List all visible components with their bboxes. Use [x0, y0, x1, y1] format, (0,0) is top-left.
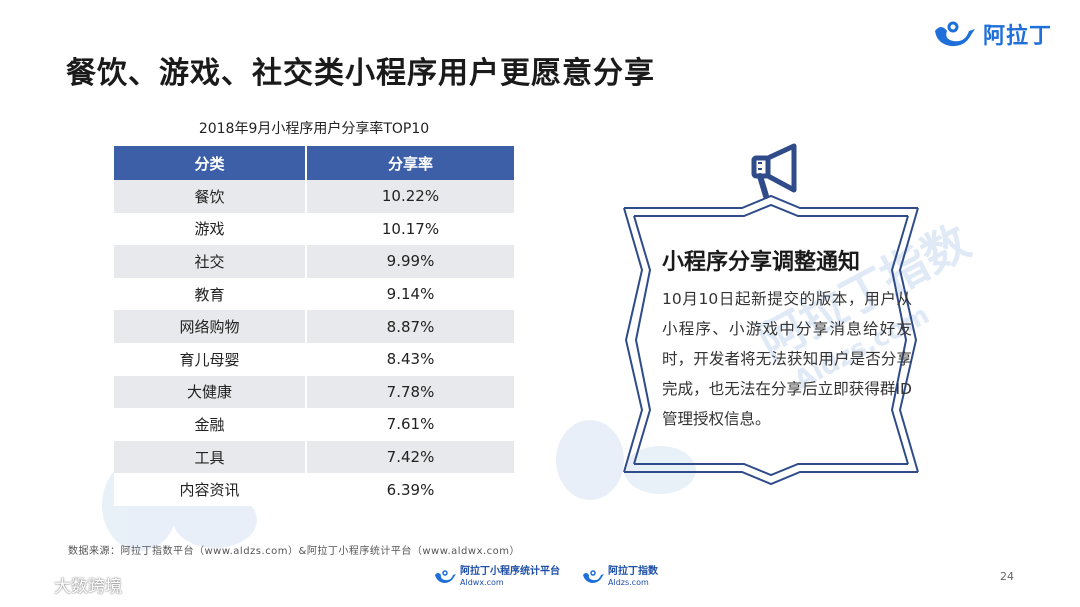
table-row: 内容资讯 6.39%	[114, 473, 514, 506]
footer-logo-aldzs: 阿拉丁指数 Aldzs.com	[582, 566, 658, 588]
row-share-rate: 6.39%	[307, 473, 514, 506]
platform-watermark-text: 大数跨境	[54, 577, 122, 597]
platform-watermark: 大数跨境	[8, 572, 122, 597]
row-share-rate: 8.87%	[307, 310, 514, 343]
row-category: 教育	[114, 277, 307, 311]
row-category: 育儿母婴	[114, 342, 307, 376]
row-share-rate: 10.22%	[307, 180, 514, 213]
table-row: 教育 9.14%	[114, 277, 514, 311]
footer-logos: 阿拉丁小程序统计平台 Aldwx.com 阿拉丁指数 Aldzs.com	[434, 566, 658, 588]
table-header-row: 分类 分享率	[114, 146, 514, 180]
table-row: 育儿母婴 8.43%	[114, 342, 514, 376]
table-row: 餐饮 10.22%	[114, 180, 514, 213]
footer-logo-aldzs-url: Aldzs.com	[608, 578, 649, 587]
page-number: 24	[1000, 570, 1014, 583]
row-share-rate: 7.78%	[307, 375, 514, 409]
row-share-rate: 9.14%	[307, 277, 514, 311]
row-category: 社交	[114, 245, 307, 278]
row-category: 大健康	[114, 375, 307, 409]
footer-logo-aldwx: 阿拉丁小程序统计平台 Aldwx.com	[434, 566, 560, 588]
data-source: 数据来源：阿拉丁指数平台（www.aldzs.com）&阿拉丁小程序统计平台（w…	[68, 546, 521, 557]
table-caption: 2018年9月小程序用户分享率TOP10	[198, 121, 430, 137]
row-category: 网络购物	[114, 310, 307, 343]
table-row: 大健康 7.78%	[114, 375, 514, 409]
notice-card: 小程序分享调整通知 10月10日起新提交的版本，用户从小程序、小游戏中分享消息给…	[612, 140, 930, 490]
row-share-rate: 8.43%	[307, 342, 514, 376]
megaphone-icon	[751, 143, 797, 199]
row-category: 内容资讯	[114, 473, 307, 506]
row-share-rate: 10.17%	[307, 212, 514, 246]
notice-title: 小程序分享调整通知	[662, 250, 861, 275]
lamp-logo-icon	[435, 570, 456, 583]
lamp-logo-icon	[934, 21, 975, 47]
lamp-logo-icon	[583, 570, 604, 583]
share-rate-table: 分类 分享率 餐饮 10.22% 游戏 10.17% 社交 9.99% 教育 9.14%…	[114, 146, 514, 506]
row-category: 餐饮	[114, 180, 307, 213]
row-share-rate: 7.42%	[307, 440, 514, 474]
table-row: 工具 7.42%	[114, 440, 514, 474]
row-share-rate: 7.61%	[307, 408, 514, 441]
weibo-logo-icon	[9, 575, 48, 596]
table-row: 社交 9.99%	[114, 245, 514, 278]
row-category: 金融	[114, 408, 307, 441]
table-row: 金融 7.61%	[114, 408, 514, 441]
footer-logo-aldwx-title: 阿拉丁小程序统计平台	[460, 566, 560, 577]
brand-name: 阿拉丁	[982, 24, 1052, 49]
footer-logo-aldwx-url: Aldwx.com	[460, 578, 504, 587]
table-row: 游戏 10.17%	[114, 212, 514, 246]
notice-frame	[623, 143, 919, 486]
brand-logo: 阿拉丁	[931, 18, 1052, 50]
row-category: 工具	[114, 440, 307, 474]
row-category: 游戏	[114, 212, 307, 246]
header-category: 分类	[114, 146, 307, 180]
header-share-rate: 分享率	[307, 146, 514, 180]
footer-logo-aldzs-title: 阿拉丁指数	[608, 566, 658, 577]
notice-body: 10月10日起新提交的版本，用户从小程序、小游戏中分享消息给好友时，开发者将无法…	[662, 290, 912, 428]
table-row: 网络购物 8.87%	[114, 310, 514, 343]
row-share-rate: 9.99%	[307, 245, 514, 278]
page-title: 餐饮、游戏、社交类小程序用户更愿意分享	[66, 56, 655, 91]
